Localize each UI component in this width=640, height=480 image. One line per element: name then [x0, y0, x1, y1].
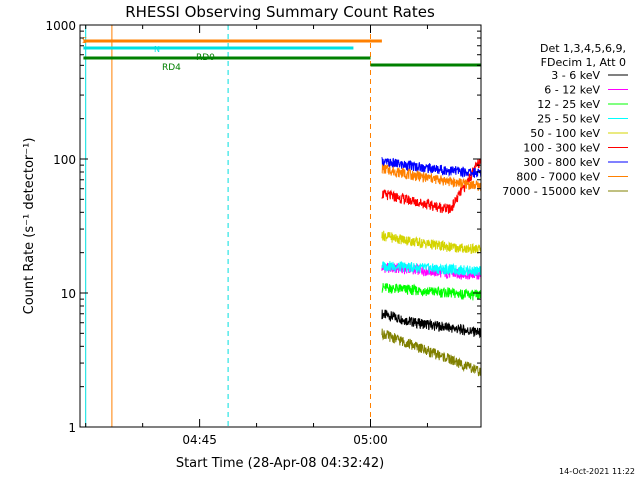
legend-label: 3 - 6 keV [551, 69, 600, 82]
legend-label: 25 - 50 keV [537, 113, 600, 126]
x-tick-label: 05:00 [353, 433, 388, 447]
y-tick-label: 100 [53, 153, 76, 167]
annotation-rd4: RD4 [162, 63, 181, 73]
series-line-7000-15000-kev [381, 328, 482, 377]
series-line-300-800-kev [381, 157, 482, 179]
chart-title: RHESSI Observing Summary Count Rates [125, 3, 435, 21]
series-line-100-300-kev [381, 158, 482, 214]
y-axis-label: Count Rate (s⁻¹ detector⁻¹) [22, 138, 37, 315]
y-axis: 1 10 100 1000 [45, 19, 481, 435]
x-axis: 04:45 05:00 [85, 25, 428, 447]
timestamp: 14-Oct-2021 11:22 [559, 467, 635, 476]
legend-label: 7000 - 15000 keV [502, 185, 600, 198]
series-line-3-6-kev [381, 309, 482, 339]
y-tick-label: 10 [61, 287, 76, 301]
legend-label: 12 - 25 keV [537, 98, 600, 111]
y-tick-label: 1 [68, 421, 76, 435]
legend-label: 800 - 7000 keV [516, 171, 600, 184]
series-line-50-100-kev [381, 230, 482, 254]
annotation-rd0: RD0 [196, 53, 215, 63]
plot-frame [79, 24, 482, 428]
x-tick-label: 04:45 [182, 433, 217, 447]
x-axis-label: Start Time (28-Apr-08 04:32:42) [176, 456, 384, 471]
series-line-25-50-kev [381, 260, 482, 277]
legend-label: 100 - 300 keV [523, 142, 600, 155]
annotation-n: N [154, 45, 160, 54]
legend-label: 6 - 12 keV [544, 84, 600, 97]
legend-label: 300 - 800 keV [523, 156, 600, 169]
legend-label: 50 - 100 keV [530, 127, 600, 140]
legend: Det 1,3,4,5,6,9,FDecim 1, Att 03 - 6 keV… [502, 42, 628, 198]
legend-header: Det 1,3,4,5,6,9, [540, 42, 626, 55]
y-tick-label: 1000 [45, 19, 76, 33]
series-line-12-25-kev [381, 283, 482, 301]
plot-area: S N RD0 RD4 [82, 25, 482, 427]
series-line-800-7000-kev [381, 164, 482, 192]
annotation-s: S [82, 36, 87, 45]
legend-header: FDecim 1, Att 0 [541, 56, 626, 69]
